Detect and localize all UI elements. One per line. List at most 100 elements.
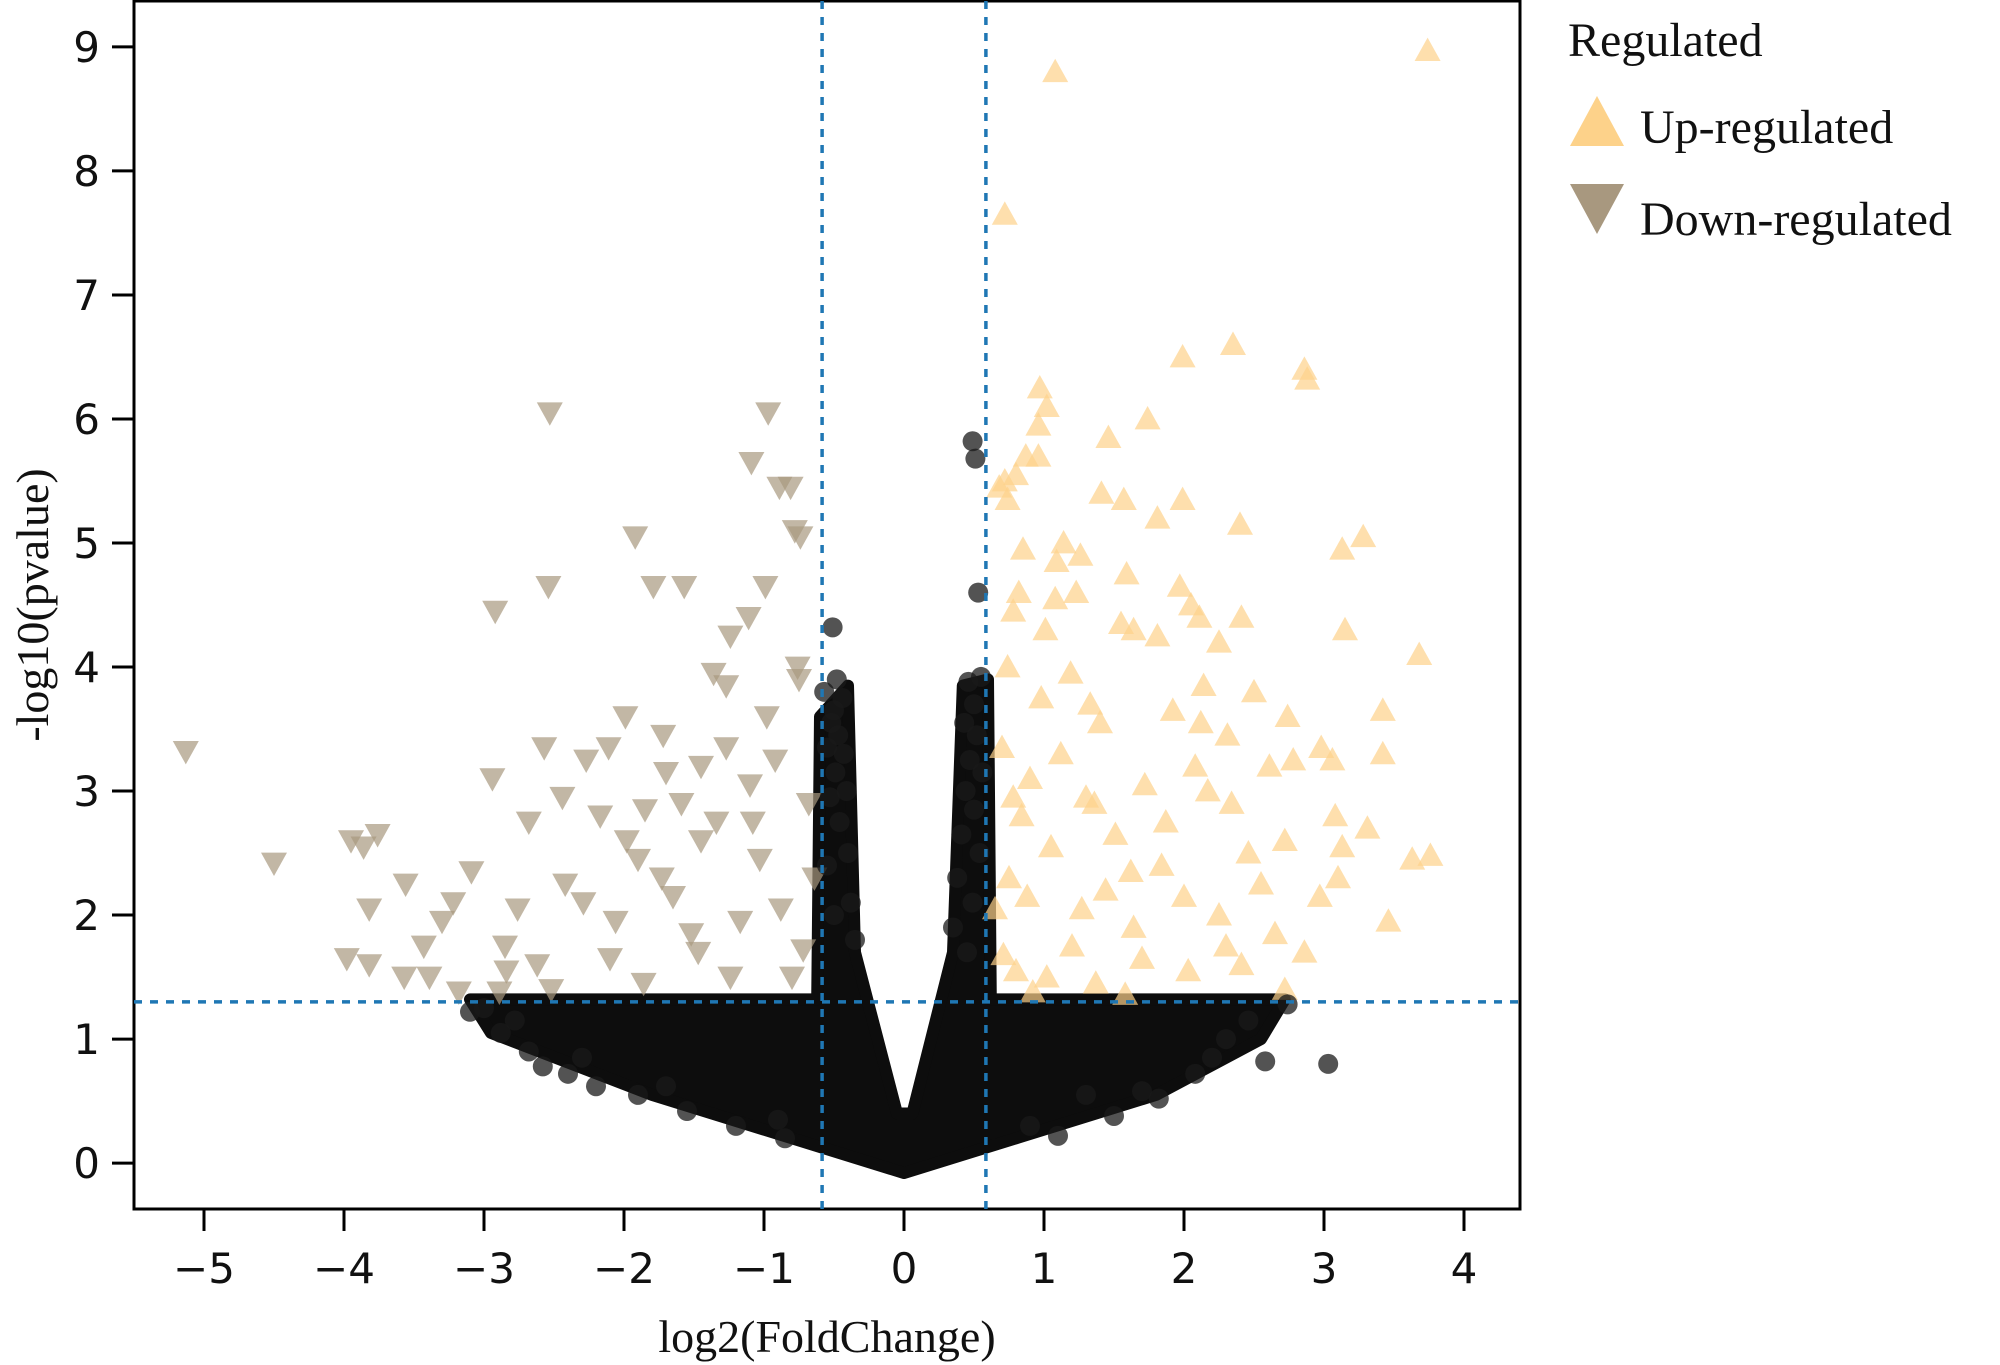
- point: [586, 1076, 606, 1097]
- point: [1332, 616, 1358, 641]
- point: [1238, 1010, 1259, 1031]
- point: [700, 662, 727, 687]
- point: [1042, 58, 1069, 83]
- point: [994, 486, 1021, 510]
- point: [1216, 1029, 1236, 1050]
- x-tick-label: 2: [1171, 1244, 1198, 1293]
- point: [786, 669, 812, 693]
- point: [1026, 374, 1053, 399]
- point: [356, 954, 383, 978]
- point: [784, 656, 811, 681]
- point: [536, 402, 563, 426]
- point: [1399, 846, 1426, 870]
- point: [518, 1041, 539, 1062]
- point: [1032, 616, 1059, 641]
- point: [1190, 672, 1217, 697]
- point: [703, 811, 730, 836]
- point: [1120, 914, 1147, 938]
- point: [1047, 740, 1074, 765]
- point: [972, 762, 993, 783]
- point: [966, 725, 987, 746]
- x-tick-label: 3: [1311, 1244, 1338, 1293]
- point: [486, 981, 513, 1005]
- point: [558, 1063, 578, 1084]
- point: [660, 886, 686, 910]
- point: [1112, 981, 1139, 1005]
- point: [504, 1010, 525, 1031]
- point: [1102, 821, 1129, 845]
- point: [943, 917, 963, 938]
- point: [832, 688, 853, 709]
- point: [982, 895, 1008, 920]
- point: [762, 749, 789, 774]
- point: [549, 786, 576, 811]
- point: [964, 694, 984, 715]
- point: [951, 824, 972, 845]
- y-tick-label: 2: [73, 891, 100, 940]
- point: [1088, 480, 1115, 504]
- point: [1169, 486, 1196, 510]
- point: [261, 852, 287, 876]
- point: [1144, 505, 1171, 529]
- point: [1308, 734, 1335, 759]
- point: [962, 431, 983, 452]
- point: [726, 1115, 746, 1136]
- point: [1329, 536, 1356, 560]
- point: [597, 948, 623, 972]
- point: [819, 787, 840, 808]
- legend-up-label: Up-regulated: [1640, 101, 1893, 154]
- point: [1322, 802, 1349, 827]
- point: [656, 1076, 676, 1097]
- point: [515, 811, 542, 836]
- point: [994, 654, 1021, 678]
- point: [632, 799, 658, 823]
- point: [172, 740, 199, 765]
- point: [1329, 833, 1356, 858]
- y-tick-label: 6: [73, 395, 100, 444]
- point: [1214, 722, 1241, 746]
- point: [779, 966, 805, 991]
- y-tick-label: 5: [73, 519, 100, 568]
- point: [1218, 790, 1245, 814]
- point: [333, 948, 360, 972]
- point: [1262, 920, 1288, 945]
- point: [1038, 833, 1064, 858]
- point: [1117, 858, 1144, 883]
- point: [573, 749, 600, 774]
- point: [570, 892, 597, 916]
- point: [717, 625, 744, 650]
- point: [969, 843, 990, 864]
- x-tick-label: −3: [453, 1244, 515, 1293]
- point: [1166, 573, 1193, 597]
- point: [768, 1109, 788, 1130]
- point: [625, 848, 651, 873]
- point: [572, 1047, 592, 1068]
- point: [1417, 842, 1444, 866]
- point: [1241, 678, 1267, 703]
- point: [840, 892, 861, 913]
- point: [1092, 877, 1119, 901]
- point: [817, 855, 837, 876]
- point: [479, 768, 506, 792]
- point: [613, 830, 640, 854]
- point: [1087, 709, 1113, 734]
- point: [790, 939, 817, 963]
- point: [775, 1128, 795, 1149]
- point: [826, 669, 847, 690]
- point: [1152, 809, 1179, 833]
- point: [1134, 405, 1161, 430]
- point: [957, 942, 977, 963]
- y-tick-label: 1: [73, 1015, 100, 1064]
- point: [1110, 486, 1137, 510]
- point: [504, 898, 531, 922]
- point: [738, 451, 765, 476]
- point: [845, 929, 865, 950]
- point: [989, 734, 1015, 759]
- point: [1318, 1053, 1339, 1074]
- x-axis-title: log2(FoldChange): [658, 1311, 995, 1362]
- point: [1025, 443, 1052, 467]
- point: [602, 910, 629, 935]
- y-axis-title: -log10(pvalue): [7, 468, 58, 741]
- point: [1294, 366, 1321, 390]
- point: [1159, 697, 1186, 721]
